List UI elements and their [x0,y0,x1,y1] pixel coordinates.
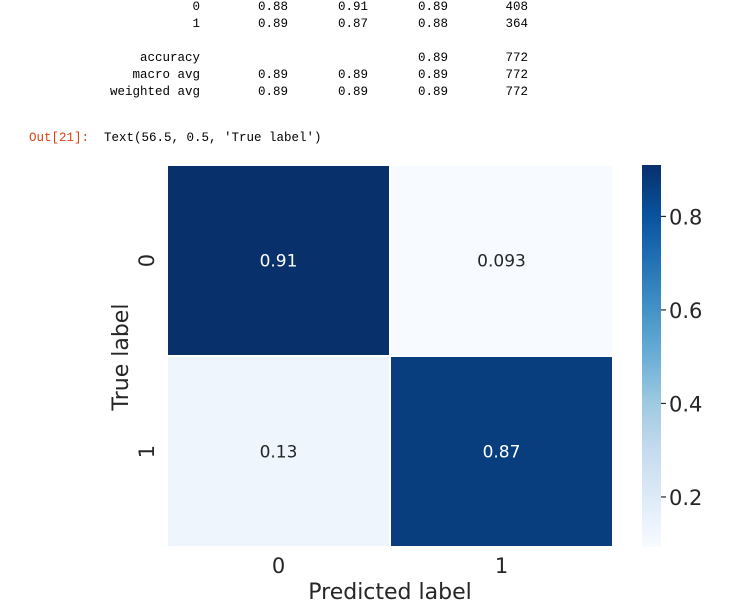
heatmap-cell-0-1 [389,164,614,357]
heatmap-cell-1-1 [389,355,614,548]
report-support-cell: 772 [505,68,528,82]
report-f1-cell: 0.89 [417,51,448,65]
y-tick-labels: 01 [135,254,159,458]
heatmap-cell-1-0 [166,355,391,548]
report-support-cell: 364 [505,17,528,31]
colorbar-gradient [642,165,661,547]
report-label-cell: macro avg [132,68,200,82]
classification-report: 0 0.88 0.91 0.89 408 1 0.89 0.87 0.88 364 accuracy… [0,0,749,110]
heatmap-value-labels: 0.91 0.093 0.13 0.87 [260,252,526,463]
report-label-cell: 0 [192,0,200,14]
report-label-cell: weighted avg [109,85,200,99]
report-support-cell: 772 [505,51,528,65]
y-axis-label: True label [109,304,134,412]
y-tick-label: 1 [135,445,159,458]
report-precision-cell: 0.89 [257,85,288,99]
report-recall-cell: 0.89 [337,68,368,82]
report-recall-cell: 0.87 [337,17,368,31]
heatmap-cells [166,164,614,548]
report-precision-cell: 0.89 [257,68,288,82]
x-tick-label: 1 [495,554,508,578]
x-axis-label: Predicted label [308,580,471,605]
heatmap-value-label-1-0: 0.13 [260,443,298,463]
colorbar-tick-label: 0.4 [669,392,702,416]
colorbar-tick-label: 0.6 [669,299,702,323]
heatmap-value-label-0-0: 0.91 [260,252,298,272]
report-f1-cell: 0.88 [417,17,448,31]
output-text: Text(56.5, 0.5, 'True label') [104,131,322,145]
y-tick-label: 0 [135,254,159,267]
x-tick-label: 0 [272,554,285,578]
report-recall-cell: 0.89 [337,85,368,99]
report-f1-cell: 0.89 [417,68,448,82]
report-label-cell: accuracy [139,51,200,65]
report-precision-cell: 0.88 [257,0,288,14]
output-prompt: Out[21]: [29,131,90,145]
report-recall-cell: 0.91 [337,0,368,14]
report-f1-cell: 0.89 [417,0,448,14]
heatmap-cell-0-0 [166,164,391,357]
report-f1-cell: 0.89 [417,85,448,99]
colorbar-tick-label: 0.2 [669,486,702,510]
report-precision-cell: 0.89 [257,17,288,31]
colorbar-tick-label: 0.8 [669,205,702,229]
heatmap-value-label-0-1: 0.093 [477,252,526,272]
colorbar: 0.2 0.4 0.6 0.8 [642,165,702,547]
report-support-cell: 772 [505,85,528,99]
report-support-cell: 408 [505,0,528,14]
report-label-cell: 1 [192,17,200,31]
heatmap-value-label-1-1: 0.87 [483,443,521,463]
